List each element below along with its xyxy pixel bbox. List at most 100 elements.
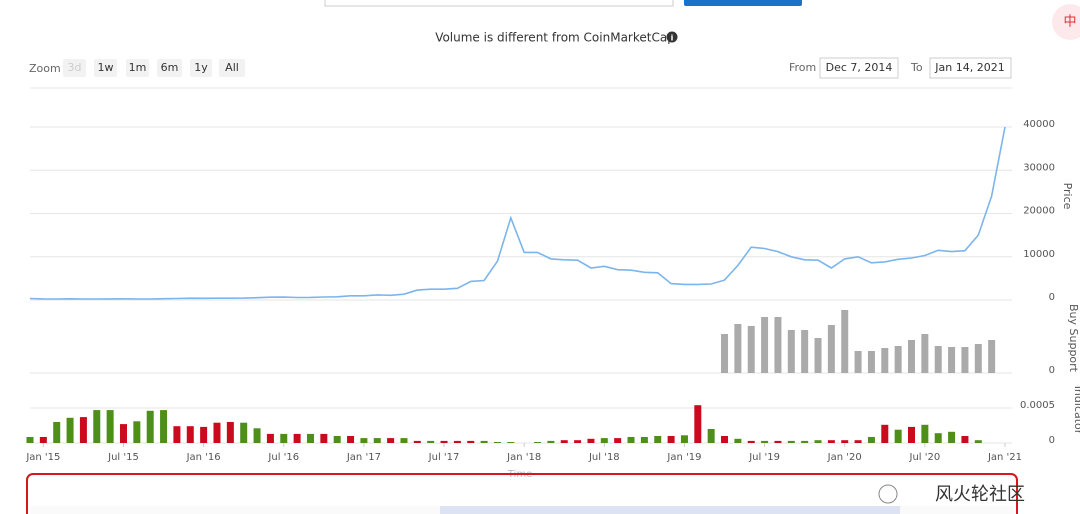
zoom-button-label: 1w [98,61,114,74]
bar [761,440,769,443]
y-tick-label: 0.0005 [1020,400,1055,411]
bar [867,436,875,443]
bar [881,348,889,373]
bar [347,436,355,443]
bar [721,436,729,443]
bar [560,440,568,443]
bar [427,440,435,443]
bar [146,410,154,443]
bar [133,421,141,443]
bar [600,438,608,443]
bar [721,334,729,373]
info-icon[interactable] [666,31,678,43]
bar [493,442,501,443]
bar [827,325,835,373]
x-tick-label: Jan '17 [346,452,381,463]
zoom-button-label: 3d [68,61,82,74]
bar [306,433,314,443]
bar [841,440,849,443]
y-axis-title: Indicator [1072,386,1080,435]
bar [734,438,742,443]
bar [160,410,168,443]
x-tick-label: Jan '21 [987,452,1022,463]
bar [774,440,782,443]
bar [934,433,942,443]
search-button[interactable] [684,0,802,6]
zoom-button-label: 6m [161,61,179,74]
search-box[interactable] [324,0,674,7]
bar [574,440,582,443]
from-input[interactable] [819,57,899,79]
bar [894,429,902,443]
y-tick-label: 10000 [1023,249,1055,260]
bar [747,326,755,373]
y-tick-label: 0 [1049,292,1055,303]
language-badge[interactable] [1052,4,1080,40]
bar [480,440,488,443]
bar [801,440,809,443]
x-tick-label: Jan '19 [666,452,701,463]
y-tick-label: 30000 [1023,162,1055,173]
bar [413,440,421,443]
bar [66,417,74,443]
badge-text: 中 [1063,15,1076,30]
bar [173,426,181,443]
zoom-button[interactable] [94,59,117,77]
zoom-button[interactable] [219,59,245,77]
bar [119,424,127,443]
bar [387,438,395,443]
bar [841,310,849,373]
y-tick-label: 40000 [1023,119,1055,130]
y-tick-label: 0 [1049,435,1055,446]
to-input[interactable] [929,57,1012,79]
bar [226,422,234,443]
bar [400,438,408,443]
x-tick-label: Jul '15 [107,452,139,463]
bar [373,438,381,443]
bar [280,433,288,443]
x-tick-label: Jul '18 [588,452,620,463]
bar [921,334,929,373]
y-axis-title: Buy Support [1067,304,1080,373]
bar [53,422,61,443]
zoom-button[interactable] [126,59,149,77]
bar [908,340,916,373]
bar [293,433,301,443]
bar [640,436,648,443]
bar [614,438,622,443]
bar [787,440,795,443]
plot: 0 10000 20000 30000 40000 Price 0 Buy Support 0 0… [25,119,1080,480]
bar [908,426,916,443]
bar [186,426,194,443]
bar [961,347,969,373]
bar [79,417,87,443]
zoom-button[interactable] [63,59,86,77]
watermark: 风火轮社区 [935,484,1025,505]
zoom-button[interactable] [190,59,212,77]
bar [106,410,114,443]
zoom-button-label: 1m [129,61,147,74]
zoom-button-label: 1y [194,61,208,74]
bar [761,317,769,373]
bar [200,426,208,443]
y-tick-label: 20000 [1023,206,1055,217]
bar [654,436,662,443]
wechat-icon [878,484,898,504]
y-axis-title: Price [1061,183,1074,210]
bar [467,440,475,443]
bar [734,324,742,373]
x-tick-label: Jul '16 [267,452,299,463]
zoom-button[interactable] [157,59,182,77]
bar [547,440,555,443]
zoom-label: Zoom [29,62,61,75]
x-tick-label: Jan '16 [186,452,221,463]
table-header-highlight [440,506,900,514]
bar [974,344,982,373]
bar [627,436,635,443]
bar [266,433,274,443]
bar [253,428,261,443]
bar [988,340,996,373]
notice: Volume is different from CoinMarketCap [435,31,675,45]
from-label: From [789,61,816,74]
